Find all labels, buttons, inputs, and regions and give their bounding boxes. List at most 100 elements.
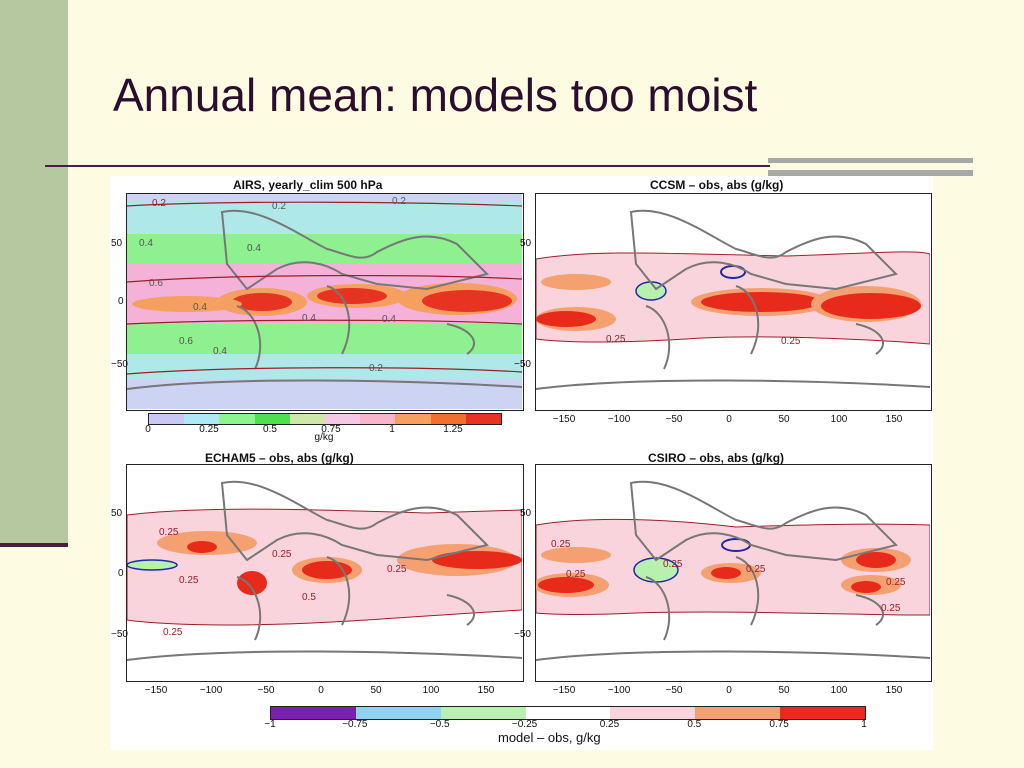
airs-colorbar-swatch <box>360 414 396 424</box>
echam-contour-label: 0.5 <box>302 592 316 603</box>
airs-colorbar-swatch <box>395 414 431 424</box>
echam-lon-tick: 150 <box>477 685 495 696</box>
airs-colorbar-tick: 0.5 <box>263 424 277 435</box>
diff-colorbar <box>270 706 866 720</box>
csiro-panel-title: CSIRO – obs, abs (g/kg) <box>648 451 785 465</box>
diff-colorbar-swatch <box>355 707 441 719</box>
airs-contour-label: 0.4 <box>247 243 261 254</box>
airs-lat-tick: 0 <box>118 296 124 307</box>
airs-colorbar <box>148 413 502 425</box>
ccsm-panel-title: CCSM – obs, abs (g/kg) <box>650 178 784 192</box>
airs-lat-tick: −50 <box>111 359 128 370</box>
airs-colorbar-swatch <box>184 414 220 424</box>
ccsm-lon-tick: 150 <box>885 414 903 425</box>
diff-colorbar-tick: −0.5 <box>429 719 450 730</box>
echam-contour-label: 0.25 <box>272 549 292 560</box>
ccsm-lon-tick: −100 <box>607 414 631 425</box>
diff-colorbar-tick: 1 <box>861 719 867 730</box>
airs-contour-label: 0.2 <box>152 198 166 209</box>
slide-title: Annual mean: models too moist <box>113 69 758 121</box>
csiro-lon-tick: −150 <box>552 685 576 696</box>
csiro-lon-tick: 0 <box>726 685 732 696</box>
ccsm-lat-tick: 50 <box>520 238 532 249</box>
airs-colorbar-swatch <box>219 414 255 424</box>
echam-lon-tick: 0 <box>318 685 324 696</box>
airs-colorbar-tick: 0.75 <box>321 424 341 435</box>
ccsm-contour-label: 0.25 <box>781 336 801 347</box>
airs-panel-title: AIRS, yearly_clim 500 hPa <box>233 178 383 192</box>
airs-colorbar-swatch <box>254 414 290 424</box>
csiro-contour-label: 0.25 <box>551 539 571 550</box>
airs-colorbar-swatch <box>325 414 361 424</box>
title-rule-accent-2 <box>768 170 973 176</box>
ccsm-lon-tick: 0 <box>726 414 732 425</box>
title-rule <box>45 165 770 167</box>
ccsm-lon-tick: 50 <box>778 414 790 425</box>
airs-colorbar-tick: 1.25 <box>443 424 463 435</box>
diff-colorbar-swatch <box>440 707 526 719</box>
airs-colorbar-tick: 0 <box>145 424 151 435</box>
slide-side-bar <box>0 0 68 545</box>
ccsm-lon-tick: 100 <box>830 414 848 425</box>
csiro-lat-tick: 50 <box>520 508 532 519</box>
ccsm-map: 0.25 0.25 <box>535 193 932 411</box>
airs-contour-label: 0.4 <box>302 313 316 324</box>
airs-colorbar-unit: g/kg <box>314 432 334 443</box>
diff-colorbar-tick: 0.75 <box>769 719 789 730</box>
diff-colorbar-tick: 0.25 <box>599 719 620 730</box>
airs-lat-tick: 50 <box>111 238 123 249</box>
airs-colorbar-tick: 1 <box>389 424 395 435</box>
airs-colorbar-tick: 0.25 <box>199 424 219 435</box>
echam-panel-title: ECHAM5 – obs, abs (g/kg) <box>205 451 354 465</box>
diff-colorbar-tick: −0.25 <box>511 719 538 730</box>
diff-colorbar-swatch <box>780 707 865 719</box>
echam-lon-tick: 100 <box>422 685 440 696</box>
csiro-contour-label: 0.25 <box>663 559 683 570</box>
diff-colorbar-tick: −1 <box>264 719 276 730</box>
echam-contour-label: 0.25 <box>159 527 179 538</box>
diff-colorbar-swatch <box>695 707 781 719</box>
csiro-lon-tick: −50 <box>665 685 683 696</box>
ccsm-contour-label: 0.25 <box>606 334 626 345</box>
diff-colorbar-title: model – obs, g/kg <box>498 730 601 745</box>
airs-colorbar-swatch <box>289 414 326 424</box>
echam-contour-label: 0.25 <box>163 627 183 638</box>
csiro-lon-tick: 50 <box>778 685 790 696</box>
ccsm-lon-tick: −150 <box>552 414 576 425</box>
diff-colorbar-swatch <box>525 707 611 719</box>
echam-lon-tick: −150 <box>144 685 168 696</box>
echam-lon-tick: −100 <box>199 685 223 696</box>
echam-lat-tick: 50 <box>111 508 123 519</box>
airs-contour-label: 0.4 <box>382 314 396 325</box>
csiro-lon-tick: 150 <box>885 685 903 696</box>
ccsm-lat-tick: −50 <box>514 359 531 370</box>
csiro-lat-tick: −50 <box>514 629 531 640</box>
echam-lat-tick: −50 <box>111 629 128 640</box>
airs-contour-label: 0.6 <box>149 278 163 289</box>
diff-colorbar-tick: 0.5 <box>687 719 702 730</box>
figure: AIRS, yearly_clim 500 hPa CCSM – obs, ab… <box>110 176 933 750</box>
airs-contour-label: 0.2 <box>369 363 383 374</box>
airs-colorbar-swatch <box>149 414 185 424</box>
echam-contour-label: 0.25 <box>387 564 407 575</box>
csiro-contour-label: 0.25 <box>886 577 906 588</box>
csiro-lon-tick: 100 <box>830 685 848 696</box>
echam-contour-label: 0.25 <box>179 575 199 586</box>
title-rule-accent <box>768 158 973 163</box>
airs-contour-label: 0.4 <box>139 238 153 249</box>
airs-contour-label: 0.6 <box>179 336 193 347</box>
airs-colorbar-swatch <box>465 414 501 424</box>
echam-lon-tick: 50 <box>370 685 382 696</box>
csiro-contour-label: 0.25 <box>746 564 766 575</box>
diff-colorbar-tick: −0.75 <box>342 719 368 730</box>
diff-colorbar-swatch <box>271 707 356 719</box>
csiro-contour-label: 0.25 <box>881 603 901 614</box>
airs-contour-label: 0.2 <box>272 201 286 212</box>
airs-contour-label: 0.4 <box>213 346 227 357</box>
csiro-contour-label: 0.25 <box>566 569 586 580</box>
slide-side-line <box>0 543 68 547</box>
echam-map: 0.25 0.25 0.25 0.25 0.5 0.25 <box>126 464 524 682</box>
echam-lat-tick: 0 <box>118 568 124 579</box>
csiro-map: 0.25 0.25 0.25 0.25 0.25 0.25 <box>535 464 932 682</box>
ccsm-lon-tick: −50 <box>665 414 683 425</box>
